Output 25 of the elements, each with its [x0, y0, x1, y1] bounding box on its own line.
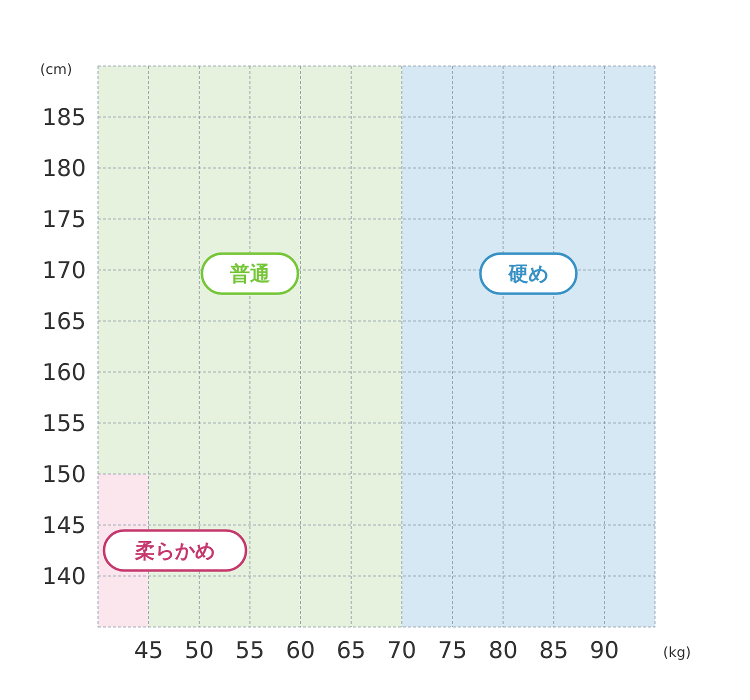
y-tick-label: 180: [42, 156, 86, 182]
x-tick-label: 70: [387, 638, 416, 664]
y-tick-label: 150: [42, 462, 86, 488]
y-tick-label: 140: [42, 564, 86, 590]
series-label: 普通: [228, 262, 270, 286]
x-tick-label: 65: [336, 638, 366, 664]
x-tick-label: 45: [134, 638, 164, 664]
x-tick-label: 85: [539, 638, 568, 664]
y-tick-label: 165: [42, 309, 86, 335]
x-tick-label: 60: [286, 638, 316, 664]
y-axis-title: (cm): [40, 62, 72, 78]
x-tick-label: 75: [438, 638, 468, 664]
y-tick-label: 160: [42, 360, 86, 386]
x-tick-label: 50: [184, 638, 214, 664]
y-tick-label: 145: [42, 513, 86, 539]
y-tick-label: 185: [42, 105, 86, 131]
x-axis-title: (kg): [663, 645, 691, 661]
x-tick-label: 55: [235, 638, 265, 664]
y-tick-label: 170: [42, 258, 86, 284]
y-tick-label: 175: [42, 207, 86, 233]
y-tick-label: 155: [42, 411, 86, 437]
x-tick-label: 80: [488, 638, 518, 664]
x-tick-label: 90: [590, 638, 620, 664]
series-label: 硬め: [507, 262, 548, 286]
series-label: 柔らかめ: [134, 538, 215, 562]
